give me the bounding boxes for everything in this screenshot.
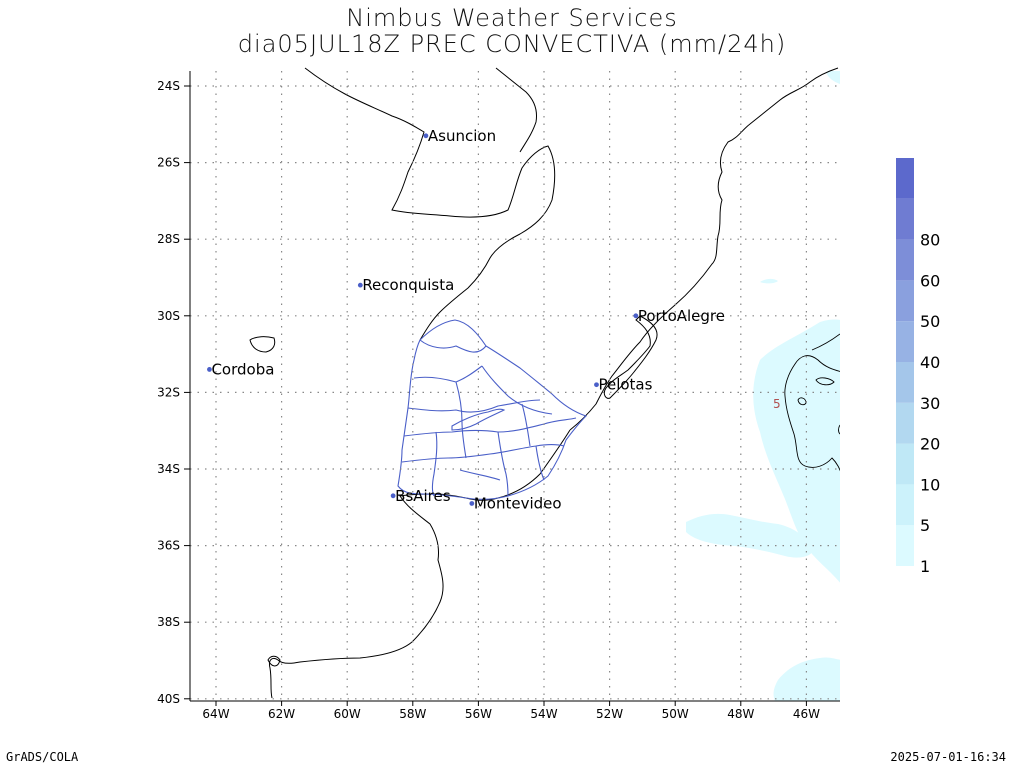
city-label: Pelotas	[598, 376, 652, 394]
lon-tick-label: 52W	[596, 707, 623, 721]
lon-tick-label: 56W	[465, 707, 492, 721]
city-marker	[423, 133, 429, 139]
precip-area-small	[760, 278, 778, 284]
colorbar-segment	[896, 239, 914, 281]
contour-line	[815, 377, 835, 386]
colorbar-segment	[896, 158, 914, 199]
lat-tick-label: 24S	[157, 79, 180, 93]
city-marker	[357, 282, 363, 288]
colorbar-label: 1	[920, 557, 930, 576]
city-label: BsAires	[395, 487, 451, 505]
colorbar-segment	[896, 484, 914, 526]
map-subtitle: dia05JUL18Z PREC CONVECTIVA (mm/24h)	[237, 30, 787, 58]
city-label: Cordoba	[211, 360, 274, 378]
weather-map: 24S 26S 28S 30S 32S 34S 36S 38S 40S 64W 62W 60W 58W…	[157, 67, 940, 721]
lon-tick-label: 58W	[399, 707, 426, 721]
lat-tick-label: 28S	[157, 232, 180, 246]
contour-line	[811, 333, 840, 351]
contour-line	[797, 397, 807, 406]
city-label: Asuncion	[428, 127, 496, 145]
lake-mar-chiquita	[249, 336, 276, 353]
lat-tick-label: 32S	[157, 385, 180, 399]
contour-lines	[784, 333, 840, 472]
precip-area-south	[686, 513, 813, 558]
uruguay-internal-line	[455, 381, 467, 459]
coastlines	[249, 67, 839, 699]
coastline-east	[569, 67, 839, 431]
contour-line	[784, 355, 840, 472]
lat-tick-label: 26S	[157, 156, 180, 170]
lat-tick-label: 34S	[157, 462, 180, 476]
colorbar-label: 5	[920, 516, 930, 535]
uruguay-internal-line	[407, 399, 541, 413]
lon-tick-label: 46W	[793, 707, 820, 721]
uruguay-borders	[397, 319, 588, 500]
precip-areas	[686, 71, 840, 701]
peninsula-valdes	[267, 655, 281, 667]
colorbar-segment	[896, 321, 914, 362]
lat-tick-label: 36S	[157, 539, 180, 553]
lon-tick-label: 48W	[727, 707, 754, 721]
city-marker	[469, 501, 475, 506]
contour-value-label: 5	[773, 397, 781, 411]
colorbar-segment	[896, 362, 914, 403]
lon-tick-label: 50W	[662, 707, 689, 721]
rio-negro-lake	[451, 408, 506, 431]
coastline-south	[269, 429, 571, 699]
uruguay-internal-line	[403, 417, 577, 437]
city-markers: Asuncion Reconquista PortoAlegre Cordoba Pel…	[207, 127, 725, 512]
latitude-axis: 24S 26S 28S 30S 32S 34S 36S 38S 40S	[157, 71, 191, 706]
uruguay-internal-line	[431, 431, 438, 497]
colorbar-segment	[896, 443, 914, 485]
uruguay-internal-line	[459, 469, 501, 481]
city-marker	[390, 493, 396, 499]
city-marker	[633, 313, 639, 319]
colorbar-label: 40	[920, 353, 940, 372]
uruguay-internal-line	[413, 365, 483, 383]
colorbar-segment	[896, 280, 914, 322]
colorbar-label: 10	[920, 475, 940, 494]
lon-tick-label: 60W	[334, 707, 361, 721]
uruguay-outline	[397, 319, 588, 500]
lon-tick-label: 64W	[202, 707, 229, 721]
colorbar-label: 60	[920, 271, 940, 290]
lon-tick-label: 54W	[530, 707, 557, 721]
paraguay-north-border	[495, 67, 537, 153]
lat-tick-label: 38S	[157, 615, 180, 629]
city-marker	[207, 367, 212, 372]
contour-line	[838, 424, 840, 435]
footer-timestamp: 2025-07-01-16:34	[890, 750, 1006, 764]
colorbar: 1 5 10 20 30 40 50 60 80	[896, 158, 940, 576]
uruguay-internal-line	[521, 403, 531, 447]
map-title: Nimbus Weather Services	[346, 4, 678, 32]
colorbar-label: 50	[920, 312, 940, 331]
colorbar-label: 80	[920, 231, 940, 250]
colorbar-segment	[896, 402, 914, 444]
lat-tick-label: 40S	[157, 692, 180, 706]
colorbar-label: 30	[920, 394, 940, 413]
lagoa-dos-patos	[603, 315, 658, 399]
longitude-axis: 64W 62W 60W 58W 56W 54W 52W 50W 48W 46W	[190, 700, 840, 721]
colorbar-segment	[896, 525, 914, 566]
paraguay-border	[304, 67, 556, 341]
colorbar-label: 20	[920, 435, 940, 454]
colorbar-segment	[896, 198, 914, 240]
uruguay-internal-line	[481, 365, 553, 415]
contour-labels: 5	[773, 397, 781, 411]
city-label: Reconquista	[362, 276, 454, 294]
precip-area-coast	[826, 71, 840, 84]
city-marker	[594, 382, 599, 388]
precip-area-southeast	[773, 657, 840, 701]
footer-software-label: GrADS/COLA	[6, 750, 79, 764]
uruguay-internal-line	[497, 431, 509, 497]
grid-lines	[190, 71, 840, 701]
uruguay-internal-line	[401, 443, 565, 463]
city-label: PortoAlegre	[638, 307, 725, 325]
city-label: Montevideo	[474, 494, 562, 512]
uruguay-internal-line	[535, 445, 545, 481]
uruguay-internal-line	[419, 339, 487, 353]
lon-tick-label: 62W	[268, 707, 295, 721]
lat-tick-label: 30S	[157, 309, 180, 323]
